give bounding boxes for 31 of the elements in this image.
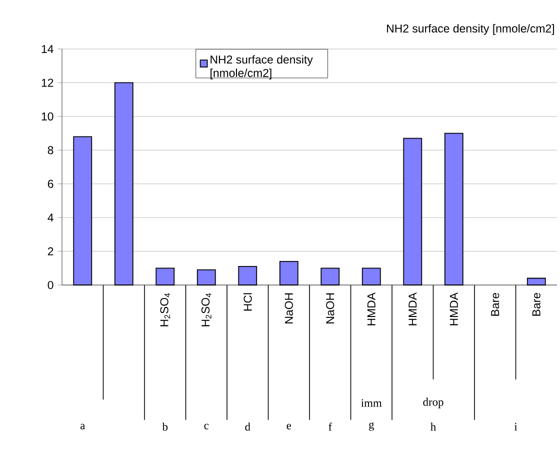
x-tick-label: H$_{2}$SO$_{4}$	[160, 293, 170, 326]
y-tick-label: 4	[48, 214, 54, 222]
text: b	[162, 422, 168, 431]
legend-label: NH2 surface density [nmole/cm2]	[210, 55, 313, 80]
x-tick-label: NaOH	[284, 293, 293, 324]
text: imm	[361, 399, 382, 407]
y-tick-label: 10	[42, 112, 54, 120]
y-tick-label: 12	[42, 78, 54, 87]
text: a	[80, 424, 86, 430]
x-tick-label: Bare	[532, 292, 540, 316]
x-tick-label: HCl	[243, 293, 252, 311]
x-tick-label: HMDA	[408, 292, 417, 326]
text: g	[369, 422, 374, 431]
y-tick-label: 0	[48, 280, 54, 290]
x-tick-label: H$_{2}$SO$_{4}$	[201, 293, 212, 326]
text: e	[286, 424, 292, 430]
text: d	[245, 422, 250, 431]
x-tick-label: HMDA	[450, 292, 458, 326]
text: drop	[423, 398, 444, 408]
x-tick-label: HMDA	[367, 292, 376, 326]
text: i	[514, 422, 518, 430]
text: h	[430, 422, 436, 431]
y-tick-label: 2	[48, 247, 54, 256]
x-tick-label: Bare	[491, 292, 500, 316]
chart-title: NH2 surface density [nmole/cm2]	[387, 24, 554, 35]
text: f	[328, 422, 332, 431]
x-tick-label: NaOH	[326, 293, 334, 324]
y-tick-label: 6	[48, 180, 54, 188]
y-tick-label: 8	[48, 146, 54, 154]
y-tick-label: 14	[42, 45, 54, 53]
text: c	[204, 424, 209, 430]
